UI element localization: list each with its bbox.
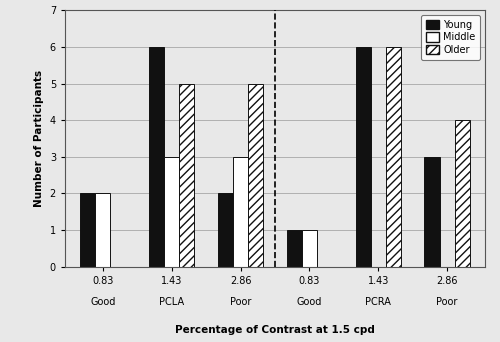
Bar xyxy=(180,83,194,267)
Bar xyxy=(286,230,302,267)
Bar xyxy=(248,83,264,267)
Bar xyxy=(302,230,317,267)
Bar xyxy=(454,120,470,267)
Y-axis label: Number of Participants: Number of Participants xyxy=(34,70,44,207)
Bar xyxy=(356,47,370,267)
Bar xyxy=(96,194,110,267)
Bar xyxy=(386,47,401,267)
Bar xyxy=(80,194,96,267)
Legend: Young, Middle, Older: Young, Middle, Older xyxy=(420,15,480,60)
Bar xyxy=(164,157,180,267)
Text: PCRA: PCRA xyxy=(366,297,391,307)
Bar xyxy=(149,47,164,267)
Text: Poor: Poor xyxy=(436,297,458,307)
Text: Good: Good xyxy=(90,297,116,307)
X-axis label: Percentage of Contrast at 1.5 cpd: Percentage of Contrast at 1.5 cpd xyxy=(175,325,375,335)
Bar xyxy=(233,157,248,267)
Text: PCLA: PCLA xyxy=(159,297,184,307)
Text: Good: Good xyxy=(296,297,322,307)
Text: Poor: Poor xyxy=(230,297,252,307)
Bar xyxy=(424,157,440,267)
Bar xyxy=(218,194,233,267)
